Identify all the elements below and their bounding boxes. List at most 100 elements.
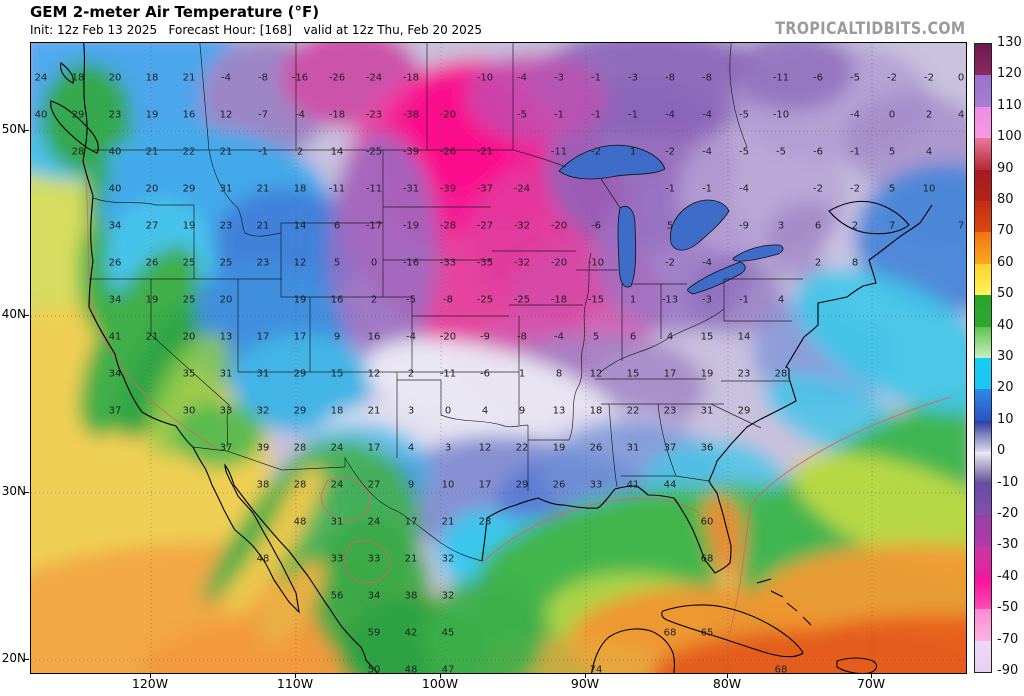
temp-label: -25 <box>513 294 531 306</box>
temp-label: -4 <box>554 331 564 343</box>
temp-label: 37 <box>108 405 122 417</box>
temp-label: 19 <box>552 442 566 454</box>
temp-label: 38 <box>256 479 270 491</box>
temp-label: -27 <box>476 220 494 232</box>
temperature-labels-layer: 24 18 20 18 21 -4 -8 -16 -26 -24 -18 -10 -4 -3 -1 -3 -8-… <box>31 43 966 674</box>
temp-label: -4 <box>702 146 712 158</box>
temp-label: 2 <box>814 257 822 269</box>
temp-label: -17 <box>365 220 383 232</box>
colorbar-tick-label: 40 <box>997 317 1014 333</box>
colorbar-tick-label: 90 <box>997 160 1014 176</box>
temp-label: -18 <box>550 294 568 306</box>
temp-label: -4 <box>517 72 527 84</box>
temp-label: -26 <box>328 72 346 84</box>
temp-label: 33 <box>219 405 233 417</box>
temp-label: -39 <box>402 146 420 158</box>
temp-label: -2 <box>665 146 675 158</box>
temp-label: 12 <box>219 109 233 121</box>
temp-label: 17 <box>404 516 418 528</box>
temp-label: -1 <box>591 72 601 84</box>
temp-label: 22 <box>182 146 196 158</box>
temp-label: 2 <box>407 368 415 380</box>
temp-label: 14 <box>330 146 344 158</box>
lat-tick <box>24 492 29 493</box>
temp-label: 21 <box>367 405 381 417</box>
temp-label: -20 <box>439 109 457 121</box>
temp-label: 34 <box>108 368 122 380</box>
temp-label: -13 <box>661 294 679 306</box>
colorbar-segment <box>975 420 991 453</box>
temp-label: -20 <box>439 331 457 343</box>
temp-label: -10 <box>587 257 605 269</box>
temp-label: 17 <box>293 331 307 343</box>
temp-label: 33 <box>367 553 381 565</box>
colorbar-tick-label: -20 <box>997 506 1019 521</box>
colorbar-segment <box>975 389 991 421</box>
temp-label: -25 <box>476 294 494 306</box>
colorbar-tick-label: 0 <box>997 443 1006 459</box>
colorbar-tick-label: -50 <box>997 600 1019 616</box>
colorbar-segment <box>975 452 991 484</box>
temp-label: -8 <box>665 72 675 84</box>
temp-label: 21 <box>145 331 159 343</box>
temp-label: -10 <box>772 109 790 121</box>
temp-label: 17 <box>367 442 381 454</box>
lon-tick <box>150 673 151 678</box>
temp-label: 10 <box>441 479 455 491</box>
temp-label: 50 <box>367 664 381 674</box>
coastlines <box>50 43 933 673</box>
temp-label: 31 <box>256 368 270 380</box>
temp-label: -1 <box>554 109 564 121</box>
temp-label: -1 <box>591 109 601 121</box>
temp-label: 41 <box>626 479 640 491</box>
temp-label: -24 <box>513 183 531 195</box>
temp-label: -35 <box>476 257 494 269</box>
temp-label: -16 <box>402 257 420 269</box>
temp-label: 29 <box>293 405 307 417</box>
temp-label: 56 <box>330 590 344 602</box>
temp-label: 19 <box>182 220 196 232</box>
lon-tick-label: 80W <box>712 676 742 691</box>
temp-label: 20 <box>182 331 196 343</box>
temp-label: 36 <box>700 442 714 454</box>
temp-label: 16 <box>330 294 344 306</box>
temp-label: -11 <box>772 72 790 84</box>
temp-label: 18 <box>589 405 603 417</box>
temp-label: 20 <box>145 183 159 195</box>
temp-label: 37 <box>663 442 677 454</box>
lat-tick-label: 20N <box>1 651 26 665</box>
temp-label: -5 <box>739 109 749 121</box>
temp-label: -5 <box>517 109 527 121</box>
colorbar-tick-label: 80 <box>997 192 1014 207</box>
temp-label: 31 <box>219 183 233 195</box>
colorbar-tick-label: 10 <box>997 411 1014 427</box>
colorbar-segment <box>975 263 991 296</box>
temp-label: 5 <box>333 257 341 269</box>
temp-label: 34 <box>108 294 122 306</box>
temp-label: -10 <box>476 72 494 84</box>
temp-label: 1 <box>518 368 526 380</box>
colorbar-tick-label: 30 <box>997 349 1014 364</box>
temp-label: 33 <box>330 553 344 565</box>
lat-tick-label: 50N <box>1 122 26 136</box>
great-lakes <box>558 144 784 295</box>
temp-label: -2 <box>665 257 675 269</box>
temp-label: -24 <box>365 72 383 84</box>
temp-label: 21 <box>404 553 418 565</box>
temp-label: 19 <box>145 294 159 306</box>
colorbar-tick-label: -40 <box>997 568 1019 584</box>
temp-label: 39 <box>256 442 270 454</box>
temp-label: 14 <box>293 220 307 232</box>
lon-tick <box>871 673 872 678</box>
lon-tick <box>727 673 728 678</box>
lon-tick <box>585 673 586 678</box>
temp-label: 15 <box>700 331 714 343</box>
temp-label: 23 <box>219 220 233 232</box>
temp-label: 24 <box>330 442 344 454</box>
temp-label: -32 <box>513 257 531 269</box>
temp-label: 59 <box>367 627 381 639</box>
colorbar-segment <box>975 326 991 359</box>
temp-label: -28 <box>439 220 457 232</box>
temp-label: -4 <box>406 331 416 343</box>
temp-label: 18 <box>71 72 85 84</box>
